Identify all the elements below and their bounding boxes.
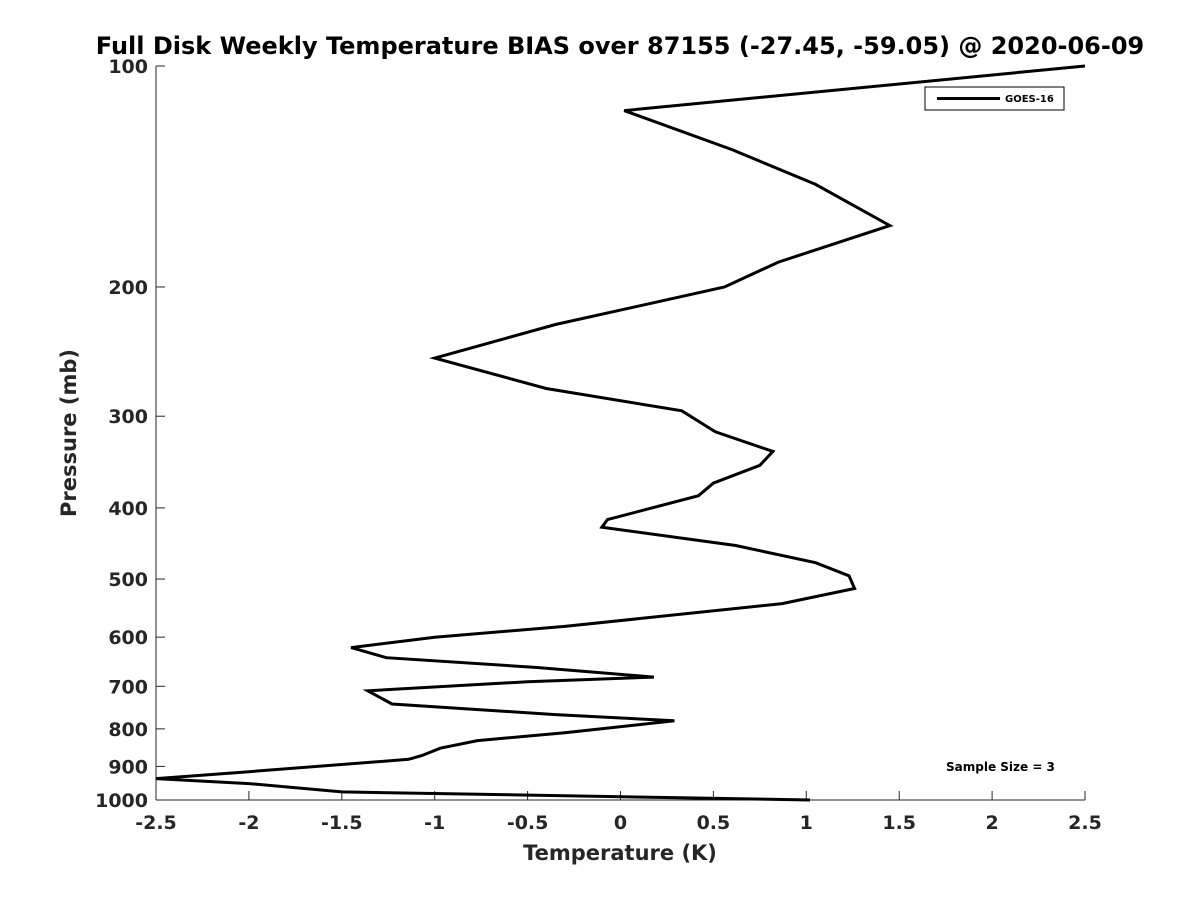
y-tick-label: 200 (108, 277, 148, 299)
x-tick-label: -2.5 (135, 812, 177, 834)
x-tick-label: 1.5 (882, 812, 916, 834)
legend-label-goes-16: GOES-16 (1005, 94, 1054, 105)
y-tick-label: 1000 (95, 790, 148, 812)
y-tick-label: 600 (108, 627, 148, 649)
y-tick-label: 900 (108, 756, 148, 778)
x-tick-label: -1.5 (321, 812, 363, 834)
x-tick-label: 2 (985, 812, 998, 834)
x-tick-label: -2 (238, 812, 259, 834)
y-tick-label: 300 (108, 406, 148, 428)
x-tick-label: -0.5 (507, 812, 549, 834)
x-axis-label: Temperature (K) (523, 841, 717, 865)
y-axis-ticks: 100 200 300 400 500 600 700 800 900 1000 (95, 56, 165, 812)
y-tick-label: 100 (108, 56, 148, 78)
series-line-goes-16 (155, 64, 1086, 802)
x-tick-label: 1 (800, 812, 813, 834)
x-tick-label: -1 (424, 812, 445, 834)
x-tick-label: 0 (614, 812, 627, 834)
plot-area (155, 66, 1085, 801)
x-axis-ticks: -2.5 -2 -1.5 -1 -0.5 0 0.5 1 1.5 2 2.5 (135, 791, 1102, 834)
y-tick-label: 400 (108, 498, 148, 520)
y-axis-label: Pressure (mb) (57, 349, 81, 517)
y-tick-label: 700 (108, 676, 148, 698)
y-tick-label: 500 (108, 569, 148, 591)
y-tick-label: 800 (108, 719, 148, 741)
sample-size-annotation: Sample Size = 3 (946, 760, 1055, 774)
x-tick-label: 0.5 (697, 812, 731, 834)
x-tick-label: 2.5 (1068, 812, 1102, 834)
legend: GOES-16 (924, 86, 1065, 111)
chart-title: Full Disk Weekly Temperature BIAS over 8… (96, 32, 1144, 60)
